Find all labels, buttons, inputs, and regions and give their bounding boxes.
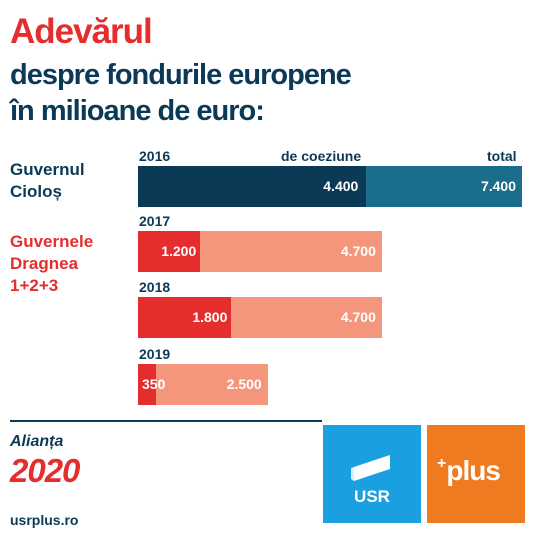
data-label-coeziune: 4.400 <box>323 178 359 194</box>
data-label-total: 2.500 <box>226 376 262 392</box>
plus-logo: +plus <box>427 425 525 523</box>
page-subtitle-line1: despre fondurile europene <box>10 59 352 91</box>
legend-total: total <box>487 148 517 164</box>
usr-logo-text: USR <box>354 487 390 506</box>
plus-logo-sup: + <box>437 455 446 472</box>
data-label-total: 4.700 <box>340 243 376 259</box>
data-label-total: 7.400 <box>480 178 516 194</box>
bar-coeziune <box>138 297 232 338</box>
bar-coeziune <box>138 231 201 272</box>
usr-flag-icon <box>351 455 390 481</box>
year-label: 2016 <box>139 148 171 164</box>
year-label: 2018 <box>139 279 171 295</box>
alianta-label: Alianța <box>10 433 64 450</box>
page-subtitle-line2: în milioane de euro: <box>10 95 265 127</box>
year-label: 2019 <box>139 346 171 362</box>
usr-logo: USR <box>323 425 421 523</box>
group-label-ciolos: Guvernul Cioloș <box>10 160 85 201</box>
bar-coeziune <box>138 166 367 207</box>
year-label: 2017 <box>139 213 171 229</box>
page-title: Adevărul <box>10 12 153 51</box>
bar-coeziune <box>138 364 157 405</box>
footer-divider <box>10 420 322 422</box>
data-label-total: 4.700 <box>340 309 376 325</box>
data-label-coeziune: 350 <box>142 376 166 392</box>
data-label-coeziune: 1.800 <box>192 309 228 325</box>
website-url: usrplus.ro <box>10 512 79 528</box>
group-label-dragnea: Guvernele Dragnea 1+2+3 <box>10 232 94 295</box>
bar-total <box>138 364 268 405</box>
data-label-coeziune: 1.200 <box>161 243 197 259</box>
plus-logo-text: +plus <box>437 455 501 487</box>
legend-coeziune: de coeziune <box>281 148 362 164</box>
plus-logo-word: plus <box>446 455 501 486</box>
alianta-year: 2020 <box>10 452 80 489</box>
